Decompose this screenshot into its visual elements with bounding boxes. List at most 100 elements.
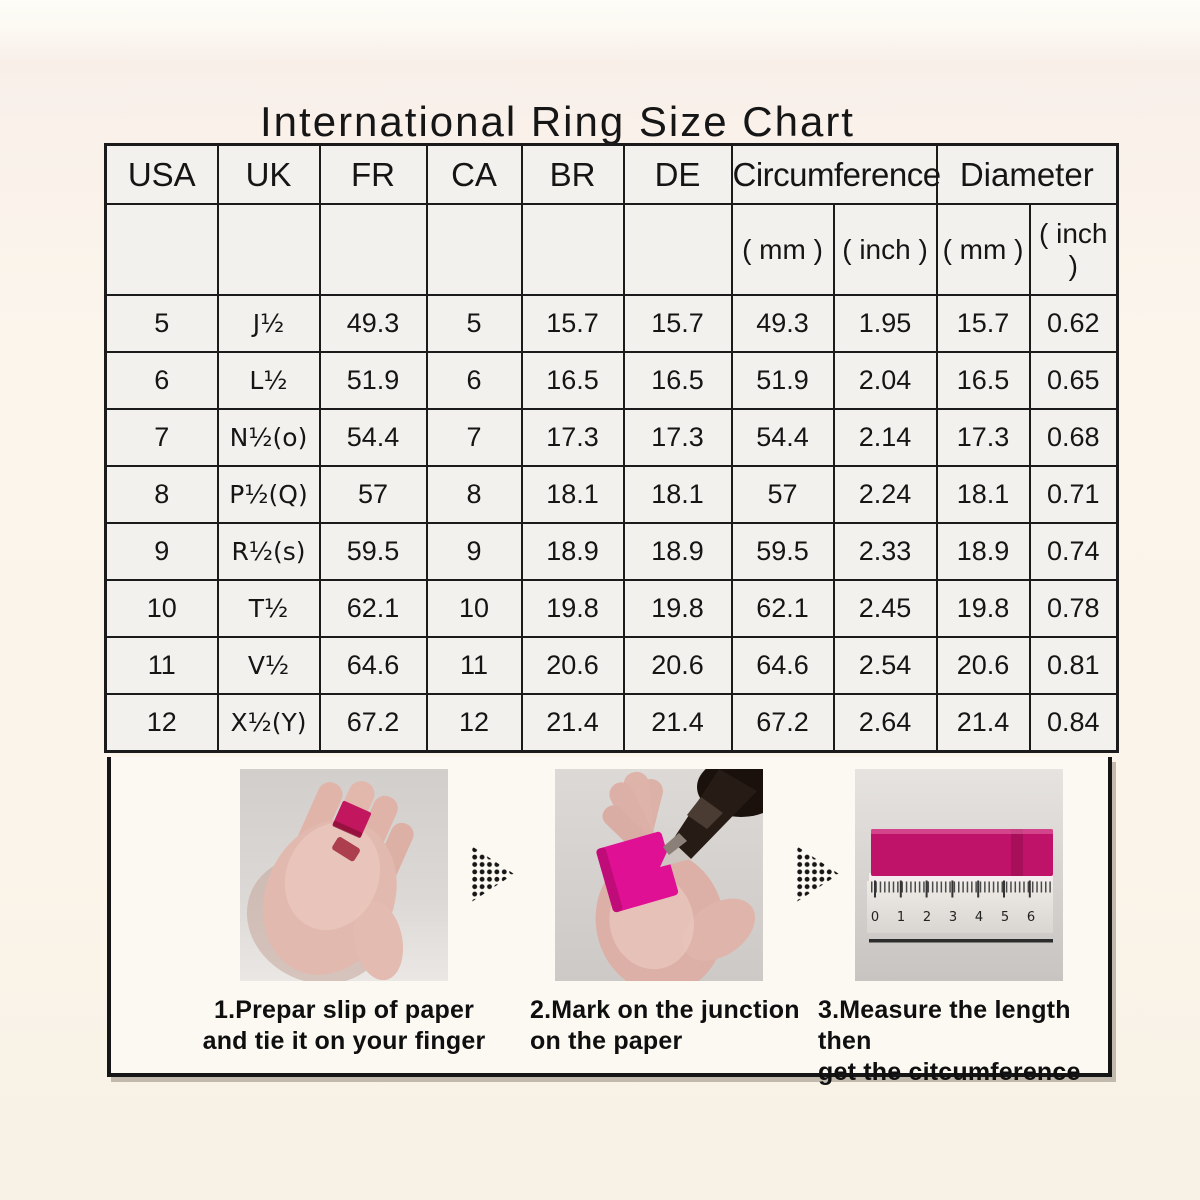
- cell-fr: 49.3: [318, 294, 428, 353]
- hand-with-paper-strip-illustration: [240, 769, 448, 981]
- cell-de: 18.9: [622, 522, 733, 581]
- ruler-measurement-illustration: 0 1 2 3 4 5 6: [855, 769, 1063, 981]
- cell-uk: T¹⁄₂: [216, 579, 321, 638]
- cell-usa: 10: [104, 579, 219, 638]
- ruler-number: 6: [1027, 910, 1035, 925]
- table-row: 11 V¹⁄₂ 64.6 11 20.6 20.6 64.6 2.54 20.6…: [104, 636, 1119, 695]
- cell-circ-mm: 54.4: [730, 408, 835, 467]
- cell-dia-mm: 19.8: [935, 579, 1031, 638]
- col-header-circumference: Circumference: [730, 143, 941, 205]
- page-title: International Ring Size Chart: [260, 98, 855, 146]
- col-header-de: DE: [622, 143, 733, 205]
- cell-fr: 59.5: [318, 522, 428, 581]
- cell-de: 16.5: [622, 351, 733, 410]
- header-row: USA UK FR CA BR DE Circumference Diamete…: [104, 143, 1119, 205]
- cell-fr: 54.4: [318, 408, 428, 467]
- ruler-number: 1: [897, 910, 905, 925]
- cell-dia-mm: 16.5: [935, 351, 1031, 410]
- cell-fr: 67.2: [318, 693, 428, 753]
- cell-uk: V¹⁄₂: [216, 636, 321, 695]
- col-header-br: BR: [520, 143, 625, 205]
- hand-with-pen-illustration: [555, 769, 763, 981]
- table-row: 5 J¹⁄₂ 49.3 5 15.7 15.7 49.3 1.95 15.7 0…: [104, 294, 1119, 353]
- ruler-number: 5: [1001, 910, 1009, 925]
- cell-dia-inch: 0.62: [1028, 294, 1119, 353]
- table-row: 12 X¹⁄₂(Y) 67.2 12 21.4 21.4 67.2 2.64 2…: [104, 693, 1119, 753]
- cell-usa: 8: [104, 465, 219, 524]
- empty-cell: [520, 203, 625, 296]
- marking-pen: [660, 769, 763, 867]
- cell-uk: N¹⁄₂(o): [216, 408, 321, 467]
- step1-caption-line1: 1.Prepar slip of paper: [213, 996, 475, 1024]
- hand-back: [246, 781, 414, 981]
- cell-ca: 11: [425, 636, 523, 695]
- cell-circ-mm: 57: [730, 465, 835, 524]
- ruler-number: 2: [923, 910, 931, 925]
- cell-fr: 51.9: [318, 351, 428, 410]
- cell-usa: 9: [104, 522, 219, 581]
- step2-photo: [555, 769, 763, 981]
- step1-caption-line2: and tie it on your finger: [202, 1027, 486, 1055]
- cell-ca: 8: [425, 465, 523, 524]
- cell-dia-mm: 17.3: [935, 408, 1031, 467]
- col-header-usa: USA: [104, 143, 219, 205]
- cell-fr: 57: [318, 465, 428, 524]
- cell-ca: 10: [425, 579, 523, 638]
- cell-circ-mm: 67.2: [730, 693, 835, 753]
- unit-row: ( mm ) ( inch ) ( mm ) ( inch ): [104, 203, 1119, 296]
- step1-caption: 1.Prepar slip of paper and tie it on you…: [194, 995, 494, 1057]
- cell-br: 17.3: [520, 408, 625, 467]
- cell-de: 18.1: [622, 465, 733, 524]
- measuring-guide-box: 0 1 2 3 4 5 6 1.Prepar slip of paper and…: [107, 757, 1112, 1086]
- cell-dia-inch: 0.68: [1028, 408, 1119, 467]
- cell-circ-inch: 2.33: [832, 522, 938, 581]
- cell-circ-mm: 64.6: [730, 636, 835, 695]
- col-header-uk: UK: [216, 143, 321, 205]
- step3-caption-line1: 3.Measure the length then: [818, 996, 1071, 1055]
- cell-br: 18.9: [520, 522, 625, 581]
- cell-usa: 12: [104, 693, 219, 753]
- table-row: 10 T¹⁄₂ 62.1 10 19.8 19.8 62.1 2.45 19.8…: [104, 579, 1119, 638]
- cell-usa: 6: [104, 351, 219, 410]
- ring-size-table: USA UK FR CA BR DE Circumference Diamete…: [104, 143, 1120, 753]
- col-header-fr: FR: [318, 143, 428, 205]
- cell-fr: 62.1: [318, 579, 428, 638]
- cell-uk: L¹⁄₂: [216, 351, 321, 410]
- cell-uk: X¹⁄₂(Y): [216, 693, 321, 753]
- dotted-arrow-right-icon: [470, 845, 514, 903]
- cell-ca: 6: [425, 351, 523, 410]
- cell-usa: 5: [104, 294, 219, 353]
- cell-dia-inch: 0.78: [1028, 579, 1119, 638]
- step1-photo: [240, 769, 448, 981]
- cell-circ-inch: 2.64: [832, 693, 938, 753]
- unit-diameter-mm: ( mm ): [935, 203, 1031, 296]
- cell-de: 20.6: [622, 636, 733, 695]
- cell-br: 18.1: [520, 465, 625, 524]
- unit-circumference-inch: ( inch ): [832, 203, 938, 296]
- cell-circ-mm: 51.9: [730, 351, 835, 410]
- ruler-number: 3: [949, 910, 957, 925]
- col-header-diameter: Diameter: [935, 143, 1119, 205]
- cell-dia-mm: 21.4: [935, 693, 1031, 753]
- cell-br: 20.6: [520, 636, 625, 695]
- unit-diameter-inch: ( inch ): [1028, 203, 1119, 296]
- cell-circ-inch: 2.04: [832, 351, 938, 410]
- cell-usa: 11: [104, 636, 219, 695]
- cell-circ-mm: 59.5: [730, 522, 835, 581]
- cell-dia-mm: 20.6: [935, 636, 1031, 695]
- cell-dia-mm: 15.7: [935, 294, 1031, 353]
- cell-dia-mm: 18.9: [935, 522, 1031, 581]
- cell-br: 19.8: [520, 579, 625, 638]
- table-row: 9 R¹⁄₂(s) 59.5 9 18.9 18.9 59.5 2.33 18.…: [104, 522, 1119, 581]
- cell-ca: 5: [425, 294, 523, 353]
- cell-br: 21.4: [520, 693, 625, 753]
- table-row: 8 P¹⁄₂(Q) 57 8 18.1 18.1 57 2.24 18.1 0.…: [104, 465, 1119, 524]
- dotted-arrow-right-icon: [795, 845, 839, 903]
- cell-ca: 12: [425, 693, 523, 753]
- step2-caption-line1: 2.Mark on the junction: [530, 996, 800, 1024]
- cell-dia-inch: 0.84: [1028, 693, 1119, 753]
- cell-circ-inch: 2.54: [832, 636, 938, 695]
- cell-dia-inch: 0.74: [1028, 522, 1119, 581]
- cell-uk: J¹⁄₂: [216, 294, 321, 353]
- table-row: 6 L¹⁄₂ 51.9 6 16.5 16.5 51.9 2.04 16.5 0…: [104, 351, 1119, 410]
